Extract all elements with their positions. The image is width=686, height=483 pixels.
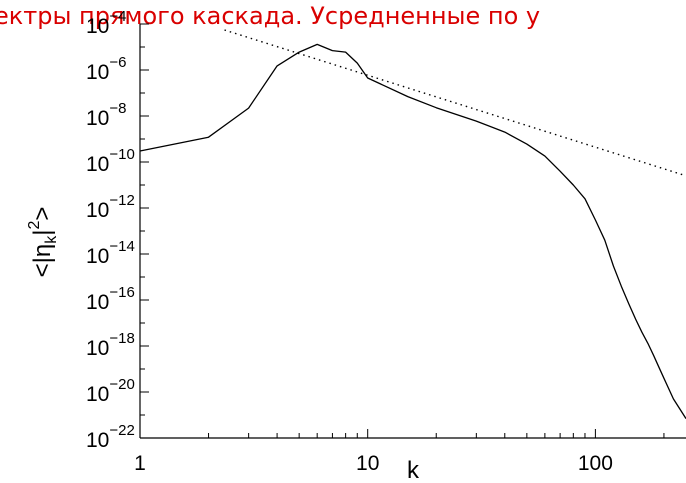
- y-tick-base: 10: [86, 245, 109, 268]
- y-tick-label: 10−4: [86, 8, 126, 38]
- y-axis: 10−410−610−810−1010−1210−1410−1610−1810−…: [86, 8, 149, 452]
- y-tick-label: 10−18: [86, 330, 135, 360]
- y-tick-exponent: −16: [109, 284, 134, 301]
- series-layer: [139, 29, 686, 419]
- y-tick-base: 10: [86, 153, 109, 176]
- x-axis: 1 10 100: [134, 429, 665, 475]
- series-dotted-line: [224, 29, 686, 177]
- y-tick-exponent: −10: [109, 146, 134, 163]
- x-tick-label: 1: [134, 452, 146, 475]
- y-tick-exponent: −6: [109, 54, 126, 71]
- y-tick-label: 10−14: [86, 238, 135, 268]
- y-tick-exponent: −12: [109, 192, 134, 209]
- y-axis-label-open: <|η: [29, 244, 56, 278]
- y-tick-exponent: −8: [109, 100, 126, 117]
- y-tick-label: 10−22: [86, 422, 135, 452]
- y-tick-base: 10: [86, 199, 109, 222]
- y-tick-base: 10: [86, 429, 109, 452]
- y-tick-label: 10−8: [86, 100, 126, 130]
- y-axis-label-sup: 2: [26, 221, 43, 230]
- y-tick-base: 10: [86, 337, 109, 360]
- chart-title: ектры прямого каскада. Усредненные по у: [0, 2, 540, 30]
- y-tick-exponent: −4: [109, 8, 126, 25]
- y-tick-label: 10−20: [86, 376, 135, 406]
- y-axis-label-close: |: [29, 230, 56, 236]
- plot-area: [139, 24, 686, 439]
- x-axis-label: k: [407, 457, 420, 483]
- y-tick-base: 10: [86, 383, 109, 406]
- y-axis-label: <|ηk|2>: [26, 207, 60, 278]
- series-solid-line: [139, 43, 686, 419]
- y-tick-exponent: −18: [109, 330, 134, 347]
- y-tick-base: 10: [86, 61, 109, 84]
- y-axis-label-end: >: [29, 207, 56, 221]
- y-axis-label-sub: k: [43, 235, 60, 244]
- y-tick-label: 10−10: [86, 146, 135, 176]
- y-tick-label: 10−12: [86, 192, 135, 222]
- y-tick-label: 10−6: [86, 54, 126, 84]
- y-tick-base: 10: [86, 107, 109, 130]
- y-tick-exponent: −22: [109, 422, 134, 439]
- y-tick-label: 10−16: [86, 284, 135, 314]
- x-tick-label: 100: [578, 452, 613, 475]
- y-tick-base: 10: [86, 291, 109, 314]
- y-tick-exponent: −14: [109, 238, 134, 255]
- y-tick-base: 10: [86, 15, 109, 38]
- x-tick-label: 10: [356, 452, 379, 475]
- y-tick-exponent: −20: [109, 376, 134, 393]
